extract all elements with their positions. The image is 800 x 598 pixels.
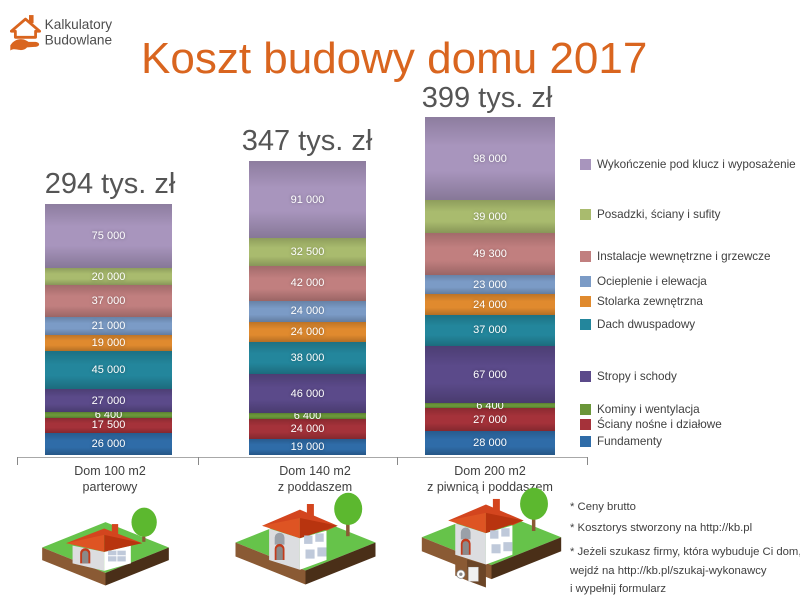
svg-text:Kalkulatory: Kalkulatory bbox=[45, 17, 113, 32]
svg-text:Budowlane: Budowlane bbox=[45, 32, 112, 47]
